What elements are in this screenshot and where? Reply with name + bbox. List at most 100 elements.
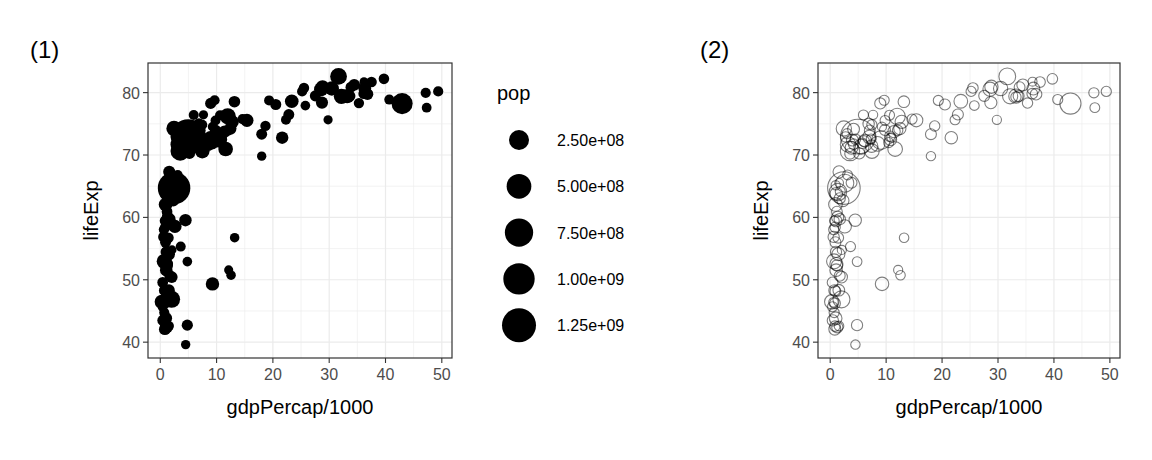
tick [329,358,330,363]
tick-label: 0 [156,366,165,383]
point [851,320,862,331]
legend-key [509,130,529,150]
tick [160,358,161,363]
point [830,246,841,257]
legend-key [507,174,532,199]
grid-line [216,63,217,358]
panel-border [818,63,1120,358]
point [176,242,186,252]
point [392,93,413,114]
point [830,264,843,277]
grid-line [385,63,386,358]
point [224,265,233,274]
point [160,264,173,277]
point [330,68,347,85]
grid-line [818,279,1120,280]
tick [1053,358,1054,363]
tick-label: 80 [792,85,810,102]
tick [385,358,386,363]
tick [143,154,148,155]
tick-label: 50 [433,366,451,383]
panel: 010203040504050607080gdpPercap/1000lifeE… [30,36,452,418]
tick [830,358,831,363]
tick [813,217,818,218]
minor-grid [818,186,1120,187]
point [841,119,876,154]
point [206,277,219,290]
grid-line [148,279,452,280]
background [0,0,1152,460]
point [875,277,888,290]
point [830,286,841,297]
point [864,125,875,136]
point [257,151,266,160]
tick-label: 70 [122,147,140,164]
point [985,97,997,109]
point [215,110,225,120]
point [281,115,291,125]
point [833,291,850,308]
minor-grid [244,63,245,358]
point [379,74,390,85]
tick [813,342,818,343]
tick-label: 50 [1101,366,1119,383]
point [157,315,168,326]
tick-label: 40 [1045,366,1063,383]
minor-grid [818,248,1120,249]
point [199,110,208,119]
points [155,68,444,349]
tick-label: 60 [122,209,140,226]
point [896,270,906,280]
tick-label: 30 [989,366,1007,383]
point [354,98,364,108]
point [933,95,943,105]
point [875,98,886,109]
point [898,96,910,108]
point [181,340,190,349]
point [930,121,940,131]
point [433,86,443,96]
point [925,129,936,140]
point [161,246,172,257]
point [1047,74,1058,85]
point [888,125,900,137]
grid-line [148,342,452,343]
point [985,80,998,93]
minor-grid [1025,63,1026,358]
tick [216,358,217,363]
tick-label: 10 [877,366,895,383]
tick [441,358,442,363]
tick [1109,358,1110,363]
point [421,88,431,98]
grid-line [818,154,1120,155]
point [885,110,895,120]
point [835,179,844,188]
grid-line [997,63,998,358]
point [1035,77,1046,88]
point [264,95,274,105]
tick [272,358,273,363]
point [172,129,182,139]
tick [143,342,148,343]
legend-label: 1.25e+09 [557,317,624,334]
legend-key [503,263,534,294]
tick [143,279,148,280]
point [160,298,171,309]
tick [813,154,818,155]
minor-grid [914,63,915,358]
chart-root: 010203040504050607080gdpPercap/1000lifeE… [0,0,1152,460]
point [842,129,852,139]
panel-tag: (2) [700,36,729,63]
point [201,137,216,152]
grid-line [818,342,1120,343]
point [970,101,980,111]
grid-line [441,63,442,358]
panel-tag: (1) [30,36,59,63]
grid-line [148,217,452,218]
point [827,315,838,326]
tick [143,217,148,218]
point [323,115,332,124]
minor-grid [858,63,859,358]
point [1022,98,1032,108]
point [301,101,311,111]
